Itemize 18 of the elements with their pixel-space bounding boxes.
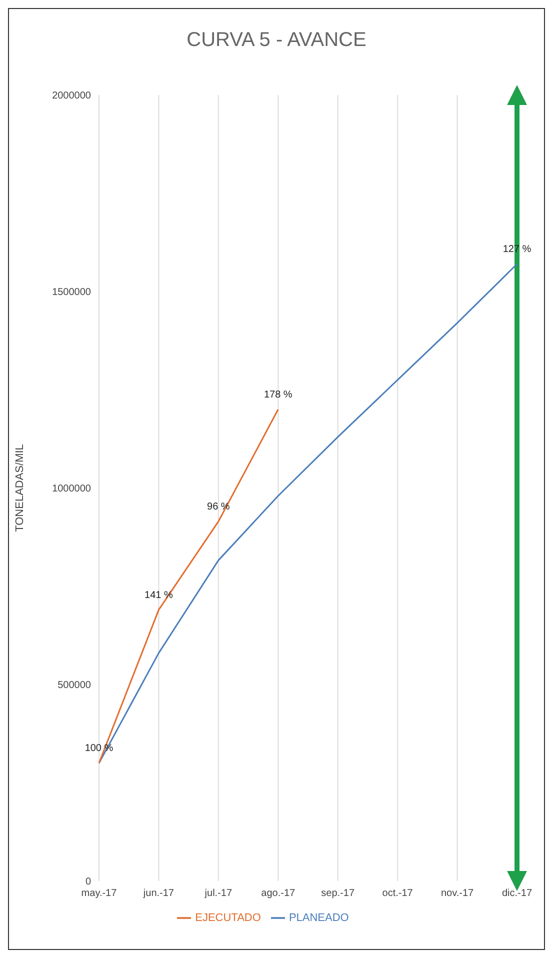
x-tick-label: jul.-17 (204, 888, 232, 900)
legend-label: PLANEADO (288, 912, 349, 924)
y-tick-label: 2000000 (52, 90, 92, 102)
x-tick-label: oct.-17 (382, 888, 414, 900)
y-tick-label: 500000 (58, 680, 92, 692)
y-tick-label: 1000000 (52, 484, 92, 495)
x-tick-label: ago.-17 (261, 888, 296, 900)
y-tick-label: 1500000 (52, 287, 92, 298)
x-tick-label: may.-17 (81, 888, 118, 900)
y-tick-label: 0 (85, 876, 92, 888)
chart-title: CURVA 5 - AVANCE (186, 29, 368, 53)
x-tick-label: dic.-17 (502, 888, 532, 900)
x-tick-label: jun.-17 (142, 888, 174, 900)
x-tick-label: nov.-17 (440, 888, 474, 900)
y-axis-title: TONELADAS/MIL (14, 444, 26, 532)
x-tick-label: sep.-17 (321, 888, 355, 900)
legend-label: EJECUTADO (195, 912, 261, 924)
annotation: 178 % (264, 389, 292, 400)
